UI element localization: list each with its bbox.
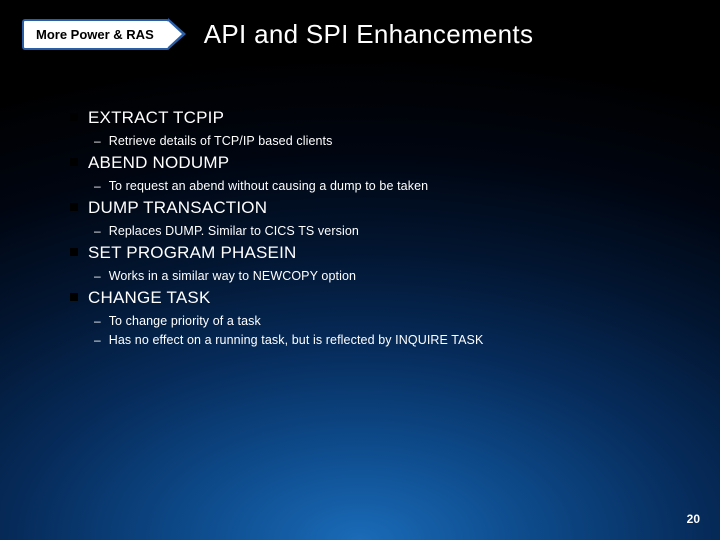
sub-bullet-row: –Works in a similar way to NEWCOPY optio…: [94, 269, 720, 283]
bullet-item: DUMP TRANSACTION –Replaces DUMP. Similar …: [70, 198, 720, 238]
sub-bullet-text: Works in a similar way to NEWCOPY option: [109, 269, 356, 283]
bullet-heading-row: ABEND NODUMP: [70, 153, 720, 173]
bullet-heading-row: SET PROGRAM PHASEIN: [70, 243, 720, 263]
page-number: 20: [687, 512, 700, 526]
square-bullet-icon: [70, 203, 78, 211]
sub-bullet-row: –To request an abend without causing a d…: [94, 179, 720, 193]
bullet-heading: ABEND NODUMP: [88, 153, 229, 173]
square-bullet-icon: [70, 158, 78, 166]
bullet-heading-row: DUMP TRANSACTION: [70, 198, 720, 218]
sub-bullet-text: To request an abend without causing a du…: [109, 179, 429, 193]
bullet-item: SET PROGRAM PHASEIN –Works in a similar w…: [70, 243, 720, 283]
square-bullet-icon: [70, 293, 78, 301]
content-area: EXTRACT TCPIP–Retrieve details of TCP/IP…: [0, 50, 720, 347]
sub-bullet-row: –To change priority of a task: [94, 314, 720, 328]
bullet-heading: CHANGE TASK: [88, 288, 211, 308]
category-badge: More Power & RAS: [22, 19, 170, 50]
dash-icon: –: [94, 179, 101, 193]
bullet-heading: EXTRACT TCPIP: [88, 108, 224, 128]
bullet-item: CHANGE TASK –To change priority of a task…: [70, 288, 720, 347]
chevron-icon: [168, 18, 186, 50]
dash-icon: –: [94, 333, 101, 347]
bullet-heading-row: EXTRACT TCPIP: [70, 108, 720, 128]
dash-icon: –: [94, 314, 101, 328]
slide-title: API and SPI Enhancements: [204, 19, 534, 50]
dash-icon: –: [94, 269, 101, 283]
sub-bullet-row: –Has no effect on a running task, but is…: [94, 333, 720, 347]
sub-bullet-text: Retrieve details of TCP/IP based clients: [109, 134, 333, 148]
dash-icon: –: [94, 224, 101, 238]
bullet-heading: SET PROGRAM PHASEIN: [88, 243, 296, 263]
bullet-item: ABEND NODUMP –To request an abend without…: [70, 153, 720, 193]
sub-bullet-row: –Retrieve details of TCP/IP based client…: [94, 134, 720, 148]
sub-bullet-row: –Replaces DUMP. Similar to CICS TS versi…: [94, 224, 720, 238]
bullet-heading-row: CHANGE TASK: [70, 288, 720, 308]
bullet-item: EXTRACT TCPIP –Retrieve details of TCP/IP…: [70, 108, 720, 148]
sub-bullet-text: Replaces DUMP. Similar to CICS TS versio…: [109, 224, 359, 238]
square-bullet-icon: [70, 248, 78, 256]
dash-icon: –: [94, 134, 101, 148]
header-row: More Power & RAS API and SPI Enhancement…: [0, 0, 720, 50]
square-bullet-icon: [70, 113, 78, 121]
sub-bullet-text: Has no effect on a running task, but is …: [109, 333, 484, 347]
bullet-heading: DUMP TRANSACTION: [88, 198, 267, 218]
sub-bullet-text: To change priority of a task: [109, 314, 261, 328]
